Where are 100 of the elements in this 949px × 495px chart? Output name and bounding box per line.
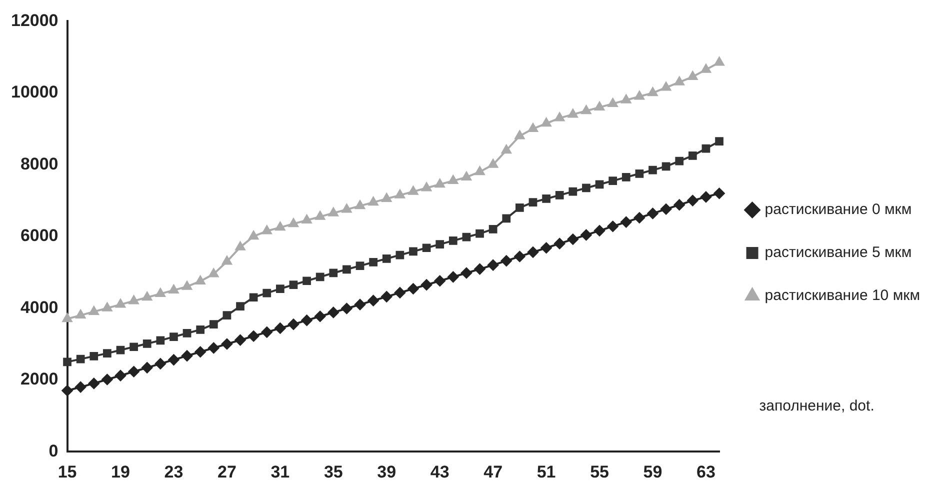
point: [182, 281, 192, 290]
point: [448, 175, 458, 184]
point: [568, 187, 578, 196]
point: [222, 256, 232, 265]
point: [408, 283, 419, 294]
point: [394, 287, 406, 298]
point: [234, 334, 246, 346]
x-tick-label: 51: [536, 462, 556, 482]
point: [248, 330, 260, 342]
point: [648, 166, 657, 174]
x-tick-label: 19: [111, 462, 130, 482]
point: [142, 339, 152, 348]
point: [608, 98, 618, 107]
point: [661, 82, 671, 91]
point: [528, 123, 538, 132]
point: [235, 242, 246, 250]
point: [714, 188, 725, 199]
legend-label: растискивание 10 мкм: [764, 287, 920, 304]
point: [607, 220, 618, 232]
x-tick-label: 43: [430, 462, 450, 482]
point: [62, 385, 73, 396]
point: [500, 255, 512, 266]
point: [648, 87, 658, 96]
point: [194, 346, 206, 358]
point: [76, 354, 85, 364]
point: [715, 137, 724, 146]
y-tick-label: 0: [48, 441, 58, 460]
point: [488, 225, 498, 234]
point: [514, 250, 526, 262]
x-axis-title: заполнение, dot.: [759, 398, 874, 415]
point: [248, 230, 258, 240]
point: [660, 204, 672, 215]
point: [355, 200, 365, 210]
x-tick-label: 55: [590, 462, 609, 482]
x-tick-label: 63: [696, 462, 716, 482]
point: [142, 362, 153, 374]
point: [555, 190, 564, 200]
point: [341, 302, 352, 314]
point: [541, 118, 552, 127]
point: [675, 156, 684, 166]
legend-label: растискивание 0 мкм: [764, 201, 912, 218]
point: [62, 313, 72, 322]
point: [540, 242, 552, 254]
point: [195, 276, 206, 284]
point: [90, 352, 98, 360]
point: [316, 272, 324, 282]
point: [114, 370, 126, 382]
point: [514, 130, 525, 140]
point: [329, 268, 338, 278]
point: [209, 320, 218, 328]
x-tick-label: 35: [324, 462, 343, 482]
point: [288, 218, 298, 228]
point: [288, 318, 299, 330]
point: [622, 173, 630, 182]
point: [314, 310, 326, 322]
point: [182, 350, 193, 362]
point: [208, 268, 219, 278]
point: [382, 193, 392, 202]
point: [700, 191, 712, 202]
point: [102, 374, 113, 386]
point: [168, 354, 180, 366]
point: [674, 199, 685, 210]
point: [620, 216, 632, 228]
point: [103, 349, 112, 358]
point: [76, 310, 86, 319]
point: [208, 342, 220, 354]
point: [381, 291, 392, 302]
point: [368, 196, 378, 206]
point: [262, 288, 272, 298]
point: [634, 91, 644, 100]
point: [222, 311, 232, 320]
point: [448, 236, 458, 245]
point: [527, 246, 538, 258]
point: [687, 195, 698, 206]
point: [434, 275, 446, 286]
y-tick-label: 6000: [20, 226, 58, 246]
point: [274, 322, 286, 334]
point: [315, 211, 325, 220]
point: [422, 244, 431, 252]
point: [116, 346, 125, 354]
point: [635, 169, 644, 178]
point: [594, 225, 606, 236]
x-tick-label: 47: [484, 462, 503, 482]
point: [474, 264, 486, 275]
point: [608, 176, 618, 185]
y-tick-label: 12000: [10, 10, 58, 30]
point: [128, 295, 139, 304]
point: [567, 234, 578, 245]
point: [168, 284, 179, 294]
point: [568, 108, 578, 118]
point: [488, 260, 499, 271]
point: [356, 262, 364, 270]
point: [515, 204, 524, 212]
point: [634, 212, 645, 224]
point: [474, 166, 485, 176]
point: [594, 102, 604, 111]
point: [488, 159, 498, 168]
point: [382, 254, 391, 263]
point: [275, 222, 286, 231]
y-tick-label: 8000: [20, 154, 58, 174]
